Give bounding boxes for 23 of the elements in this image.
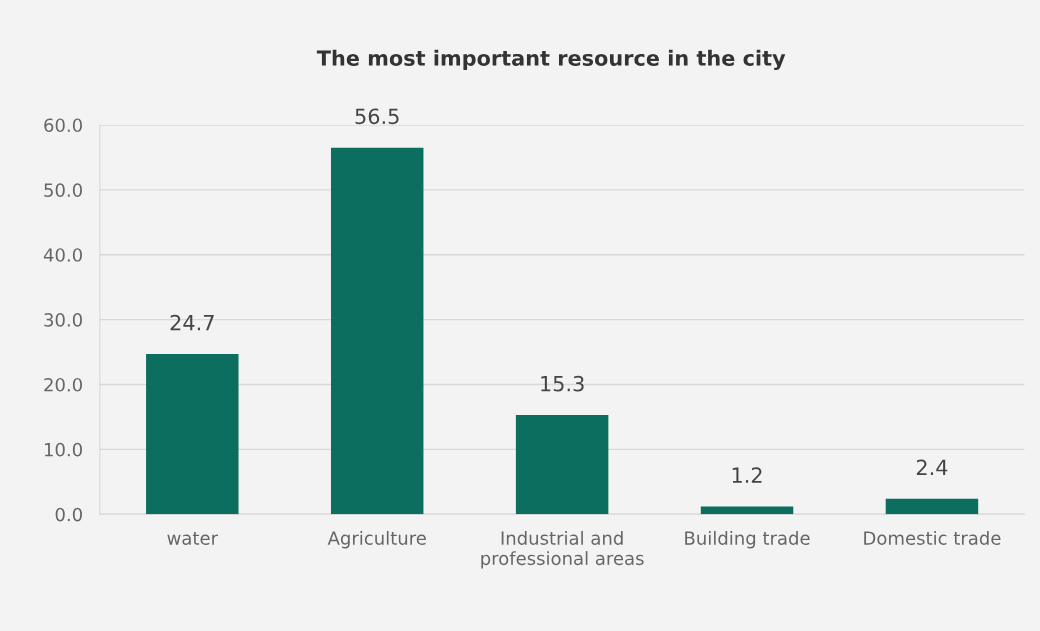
y-tick-label: 60.0 <box>44 118 82 133</box>
data-label: 56.5 <box>355 108 399 125</box>
x-tick-label: Agriculture <box>327 530 426 549</box>
y-tick-label: 0.0 <box>55 507 82 522</box>
bar <box>330 147 424 515</box>
chart-title: The most important resource in the city <box>316 49 786 71</box>
data-label: 2.4 <box>916 459 948 475</box>
bar <box>515 414 609 515</box>
y-tick-label: 50.0 <box>44 183 82 197</box>
x-tick-label: Building trade <box>685 530 810 549</box>
y-tick-label: 40.0 <box>43 248 82 262</box>
bar <box>885 498 979 515</box>
x-tick-label: water <box>167 531 219 545</box>
data-label: 24.7 <box>170 314 214 331</box>
y-tick-label: 10.0 <box>44 442 82 457</box>
bar <box>146 353 239 515</box>
y-tick-label: 30.0 <box>44 313 82 327</box>
x-tick-label: Domestic trade <box>864 530 1001 545</box>
data-label: 1.2 <box>732 467 762 483</box>
data-label: 15.3 <box>541 375 584 392</box>
bar <box>700 506 794 515</box>
x-tick-label: Industrial and professional areas <box>481 530 644 569</box>
y-tick-label: 20.0 <box>44 377 82 392</box>
